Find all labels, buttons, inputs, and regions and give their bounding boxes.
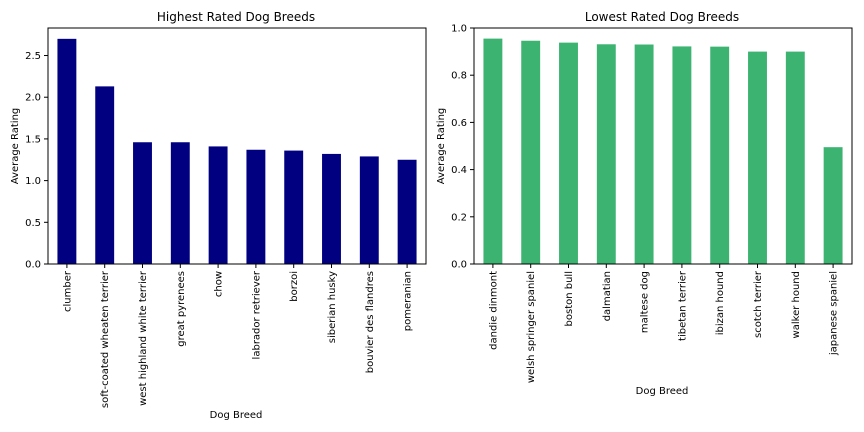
- plot-frame: [473, 27, 853, 265]
- bar: [359, 156, 379, 264]
- x-tick-label: west highland white terrier: [138, 270, 149, 406]
- y-tick-label: 1.5: [25, 134, 41, 145]
- bar: [95, 86, 115, 264]
- y-tick-label: 0.5: [25, 218, 41, 229]
- x-tick-label: great pyrenees: [176, 271, 187, 347]
- x-axis-label: Dog Breed: [636, 386, 689, 397]
- x-tick-label: dalmatian: [602, 271, 613, 321]
- y-tick-label: 0.0: [451, 260, 467, 271]
- bar: [57, 38, 77, 264]
- x-tick-label: bouvier des flandres: [365, 271, 376, 373]
- x-tick-label: soft-coated wheaten terrier: [100, 270, 111, 408]
- x-tick-label: borzoi: [289, 271, 300, 302]
- y-tick-label: 1.0: [25, 176, 41, 187]
- x-tick-label: welsh springer spaniel: [526, 271, 537, 383]
- bar: [785, 51, 805, 264]
- y-tick-label: 0.4: [451, 165, 467, 176]
- bar: [748, 51, 767, 264]
- y-tick-label: 0.2: [451, 212, 467, 223]
- bar: [483, 38, 503, 265]
- y-tick-label: 0.8: [451, 71, 467, 82]
- y-tick-label: 0.0: [25, 260, 41, 271]
- x-axis-label: Dog Breed: [210, 410, 263, 421]
- chart-lowest-rated: Lowest Rated Dog Breeds Average Rating D…: [436, 10, 853, 397]
- bar: [710, 46, 730, 265]
- bar: [521, 40, 541, 264]
- bar: [322, 153, 341, 264]
- x-tick-label: clumber: [62, 270, 73, 312]
- y-tick-label: 2.5: [25, 51, 41, 62]
- y-tick-label: 1.0: [451, 24, 467, 35]
- y-tick-label: 2.0: [25, 93, 41, 104]
- x-tick-label: boston bull: [564, 271, 575, 326]
- bar: [170, 142, 190, 264]
- x-tick-label: dandie dinmont: [488, 271, 499, 350]
- plot-frame: [47, 27, 427, 265]
- x-tick-label: japanese spaniel: [829, 271, 840, 356]
- y-axis-label: Average Rating: [436, 108, 447, 184]
- x-tick-label: tibetan terrier: [677, 270, 688, 341]
- bar: [208, 146, 228, 264]
- chart-highest-rated: Highest Rated Dog Breeds Average Rating …: [10, 10, 427, 421]
- chart-title: Highest Rated Dog Breeds: [157, 10, 315, 24]
- chart-title: Lowest Rated Dog Breeds: [585, 10, 739, 24]
- x-tick-label: walker hound: [791, 271, 802, 338]
- x-tick-label: labrador retriever: [251, 270, 262, 359]
- bar: [672, 46, 692, 264]
- x-tick-label: maltese dog: [640, 271, 651, 333]
- bar: [397, 159, 417, 264]
- bar: [596, 44, 616, 265]
- x-tick-label: pomeranian: [403, 271, 414, 331]
- bar: [823, 147, 843, 264]
- x-tick-label: siberian husky: [327, 271, 338, 343]
- x-tick-label: scotch terrier: [753, 270, 764, 338]
- bar: [246, 149, 266, 264]
- y-axis-label: Average Rating: [10, 108, 21, 184]
- x-tick-label: chow: [214, 271, 225, 297]
- bar: [559, 42, 578, 264]
- bar: [634, 44, 654, 264]
- x-tick-label: ibizan hound: [715, 271, 726, 335]
- bar: [133, 142, 152, 264]
- bar: [284, 150, 304, 264]
- y-tick-label: 0.6: [451, 118, 467, 129]
